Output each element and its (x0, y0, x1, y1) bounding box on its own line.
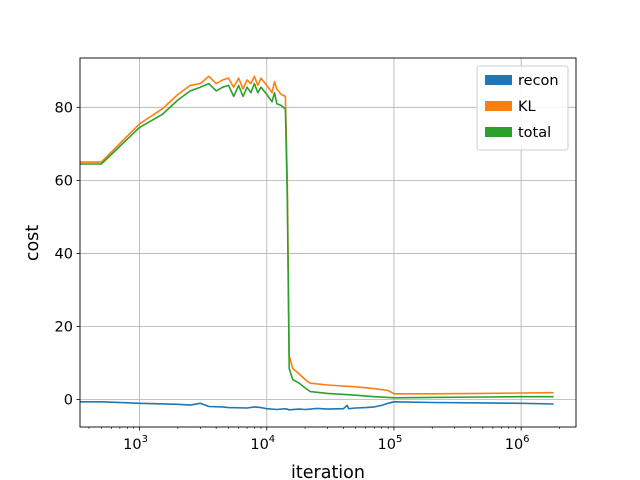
y-tick-label: 20 (55, 320, 73, 336)
legend-swatch-recon (485, 75, 512, 85)
y-tick-label: 40 (55, 246, 73, 262)
y-axis-ticks: 0 20 40 60 80 (55, 100, 80, 409)
x-tick-label-base: 10 (123, 437, 141, 453)
x-tick-label-exponent: 3 (142, 434, 148, 445)
x-tick-label: 106 (505, 434, 530, 453)
x-tick-label: 105 (378, 434, 403, 453)
plot-frame (79, 57, 577, 428)
x-tick-label-base: 10 (250, 437, 268, 453)
x-tick-label: 104 (250, 434, 275, 453)
legend-swatch-KL (485, 101, 512, 111)
series-line-KL (80, 75, 554, 395)
legend-label-recon: recon (518, 73, 559, 89)
legend-swatch-total (485, 127, 512, 137)
series-line-total (80, 82, 554, 399)
x-tick-label-exponent: 6 (523, 434, 529, 445)
x-tick-label-exponent: 4 (269, 434, 275, 445)
x-axis-ticks: 103 104 105 106 (88, 427, 560, 453)
series-lines (80, 75, 554, 411)
legend: recon KL total (476, 65, 569, 151)
x-axis-label: iteration (291, 463, 365, 480)
y-tick-label: 80 (55, 100, 73, 116)
y-axis-label: cost (23, 225, 43, 261)
y-tick-label: 0 (64, 393, 73, 409)
legend-label-KL: KL (518, 99, 536, 115)
y-tick-label: 60 (55, 173, 73, 189)
x-tick-label-base: 10 (505, 437, 523, 453)
series-line-recon (80, 401, 554, 411)
x-tick-label-exponent: 5 (396, 434, 402, 445)
x-tick-label-base: 10 (378, 437, 396, 453)
x-tick-label: 103 (123, 434, 148, 453)
legend-label-total: total (518, 125, 551, 141)
